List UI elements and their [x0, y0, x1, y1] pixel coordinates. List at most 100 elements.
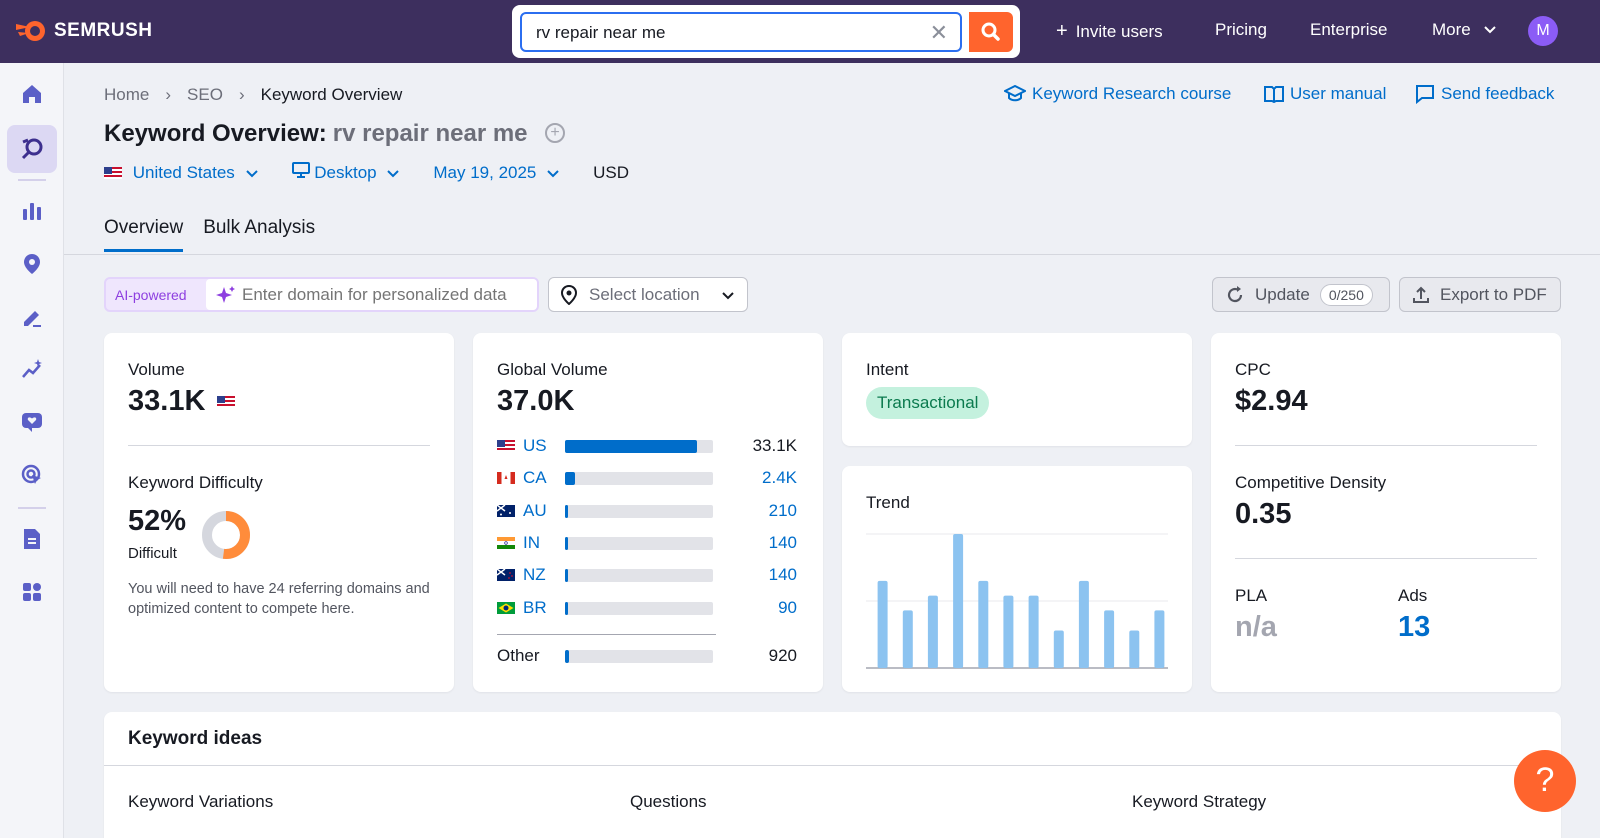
volume-card: Volume 33.1K Keyword Difficulty 52% Diff…: [104, 333, 454, 692]
keyword-course-link[interactable]: Keyword Research course: [1004, 84, 1231, 104]
ai-trend-icon[interactable]: [16, 353, 48, 385]
keyword-strategy-label[interactable]: Keyword Strategy: [1132, 792, 1267, 811]
bar-chart-icon[interactable]: [16, 195, 48, 227]
cpc-card: CPC $2.94 Competitive Density 0.35 PLA n…: [1211, 333, 1561, 692]
search-button[interactable]: [969, 12, 1013, 52]
click-target-icon[interactable]: [16, 459, 48, 491]
country-code: IN: [523, 532, 540, 552]
page-title: Keyword Overview: rv repair near me: [104, 120, 528, 148]
more-menu[interactable]: More: [1432, 20, 1497, 40]
chevron-down-icon: [387, 170, 400, 178]
tab-overview[interactable]: Overview: [104, 217, 184, 252]
invite-users-link[interactable]: + Invite users: [1056, 20, 1163, 43]
semrush-logo[interactable]: SEMRUSH: [16, 18, 153, 44]
country-row-in[interactable]: IN 140: [497, 533, 797, 553]
ai-powered-label: AI-powered: [115, 287, 187, 303]
clear-icon[interactable]: ✕: [929, 20, 948, 45]
domain-input[interactable]: [242, 285, 532, 305]
pla-value: n/a: [1235, 611, 1277, 643]
other-label: Other: [497, 646, 540, 665]
date-label: May 19, 2025: [433, 162, 537, 182]
update-button[interactable]: Update 0/250: [1212, 277, 1390, 312]
country-volume: 140: [768, 532, 797, 552]
us-flag-icon: [497, 440, 515, 452]
location-pin-icon[interactable]: [16, 248, 48, 280]
home-icon[interactable]: [16, 78, 48, 110]
avatar[interactable]: M: [1528, 16, 1558, 46]
send-feedback-link[interactable]: Send feedback: [1415, 84, 1554, 104]
country-row-nz[interactable]: NZ 140: [497, 565, 797, 585]
trend-bar[interactable]: [978, 580, 989, 668]
tab-divider: [64, 254, 1600, 255]
brand-name: SEMRUSH: [54, 20, 153, 41]
difficulty-donut: [202, 511, 250, 559]
date-dropdown[interactable]: May 19, 2025: [433, 163, 559, 183]
help-button[interactable]: ?: [1514, 750, 1576, 812]
keyword-variations-label[interactable]: Keyword Variations: [128, 792, 274, 811]
domain-field[interactable]: [206, 279, 537, 310]
document-icon[interactable]: [16, 523, 48, 555]
country-bar: [565, 472, 575, 486]
breadcrumb-home[interactable]: Home: [104, 85, 150, 104]
competitive-density-label: Competitive Density: [1235, 473, 1387, 492]
seo-toolkit-icon[interactable]: [16, 133, 48, 165]
plus-icon: +: [1056, 20, 1068, 42]
add-to-list-icon[interactable]: +: [545, 123, 565, 143]
user-manual-link[interactable]: User manual: [1264, 84, 1386, 104]
country-volume: 210: [768, 500, 797, 520]
refresh-icon: [1227, 285, 1243, 302]
country-bar-track: [565, 601, 713, 615]
export-pdf-button[interactable]: Export to PDF: [1399, 277, 1561, 312]
country-row-br[interactable]: BR 90: [497, 598, 797, 618]
trend-bar[interactable]: [1104, 610, 1115, 668]
enterprise-link[interactable]: Enterprise: [1310, 20, 1388, 39]
country-dropdown[interactable]: United States: [104, 163, 258, 183]
update-counter: 0/250: [1319, 283, 1373, 306]
heart-chat-icon[interactable]: [16, 406, 48, 438]
other-bar-track: [565, 650, 713, 663]
trend-bar[interactable]: [1053, 630, 1064, 669]
trend-bar[interactable]: [902, 610, 913, 668]
user-manual-label: User manual: [1290, 84, 1387, 103]
trend-bar[interactable]: [877, 580, 888, 668]
intent-badge[interactable]: Transactional: [866, 387, 990, 419]
competitive-density-value: 0.35: [1235, 498, 1292, 530]
trend-bar[interactable]: [953, 534, 964, 668]
tab-bulk-analysis[interactable]: Bulk Analysis: [203, 217, 316, 238]
difficulty-arc: [202, 511, 250, 559]
trend-bar[interactable]: [927, 595, 938, 668]
country-label: United States: [132, 162, 235, 182]
search-box[interactable]: ✕: [520, 12, 962, 52]
trend-bar[interactable]: [1129, 630, 1140, 669]
edit-pen-icon[interactable]: [16, 301, 48, 333]
country-row-au[interactable]: AU 210: [497, 501, 797, 521]
apps-grid-icon[interactable]: [16, 576, 48, 608]
top-bar: SEMRUSH ✕ + Invite users Pricing Enterpri…: [0, 0, 1600, 63]
location-select[interactable]: Select location: [548, 277, 748, 312]
trend-bar[interactable]: [1154, 610, 1165, 668]
search-input[interactable]: [536, 22, 916, 44]
pricing-link[interactable]: Pricing: [1215, 20, 1267, 39]
trend-bar[interactable]: [1003, 595, 1014, 668]
keyword-ideas-title: Keyword ideas: [128, 728, 263, 749]
feedback-icon: [1416, 85, 1434, 104]
cpc-value: $2.94: [1235, 385, 1308, 417]
country-code: CA: [523, 468, 547, 488]
country-bar: [565, 601, 568, 615]
more-label: More: [1432, 20, 1471, 39]
desktop-icon: [291, 162, 310, 178]
semrush-logo-icon: [16, 21, 45, 41]
volume-label: Volume: [128, 360, 185, 379]
page-title-prefix: Keyword Overview:: [104, 120, 327, 147]
other-value: 920: [768, 646, 797, 665]
questions-label[interactable]: Questions: [630, 792, 707, 811]
country-row-ca[interactable]: CA 2.4K: [497, 468, 797, 488]
global-volume-value: 37.0K: [497, 385, 575, 417]
device-dropdown[interactable]: Desktop: [291, 162, 400, 183]
breadcrumb-seo[interactable]: SEO: [187, 85, 223, 104]
trend-bar[interactable]: [1028, 595, 1039, 668]
ads-value[interactable]: 13: [1398, 611, 1431, 643]
card-divider: [1235, 558, 1537, 559]
country-row-us[interactable]: US 33.1K: [497, 436, 797, 456]
trend-bar[interactable]: [1078, 580, 1089, 668]
